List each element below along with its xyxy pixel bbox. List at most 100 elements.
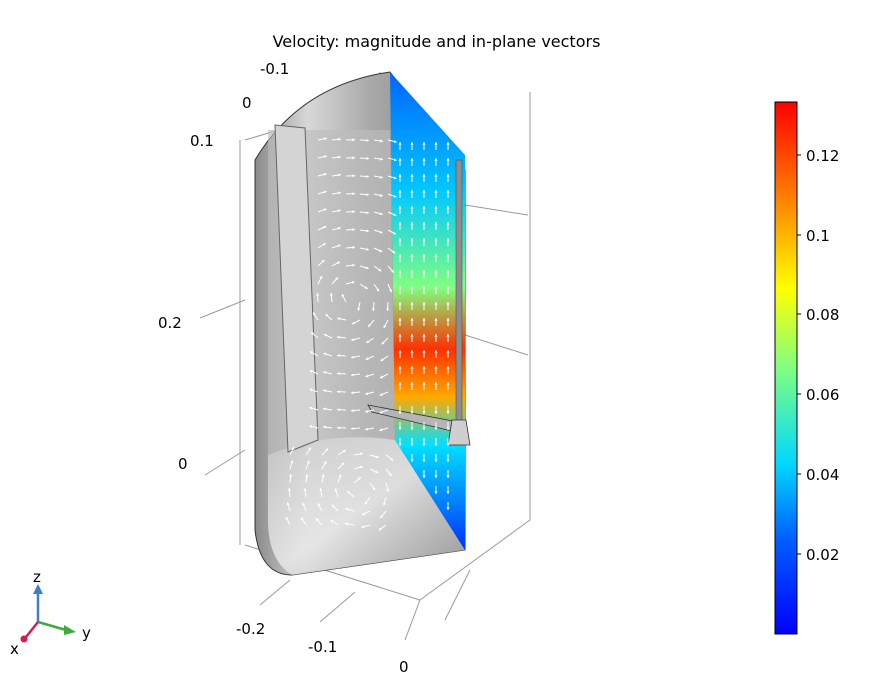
velocity-vector-head — [446, 190, 450, 193]
velocity-vector-head — [379, 212, 383, 216]
tick-top-y-2: 0 — [242, 94, 252, 112]
velocity-vector-head — [365, 427, 368, 431]
velocity-vector-head — [309, 406, 313, 410]
velocity-vector-head — [325, 313, 329, 317]
velocity-vector-head — [365, 266, 369, 270]
velocity-vector-head — [422, 382, 426, 385]
velocity-vector-head — [334, 488, 338, 492]
velocity-vector-head — [360, 452, 363, 456]
velocity-vector-head — [323, 172, 327, 176]
velocity-vector-head — [352, 245, 355, 250]
velocity-vector-head — [365, 409, 369, 413]
baffle — [274, 124, 319, 453]
velocity-vector-head — [410, 302, 414, 305]
velocity-vector-head — [446, 318, 450, 321]
velocity-vector-head — [422, 158, 426, 161]
velocity-vector-head — [398, 190, 402, 193]
velocity-vector-head — [410, 286, 414, 289]
velocity-vector-head — [285, 516, 289, 520]
velocity-vector-head — [375, 455, 379, 459]
velocity-vector-head — [398, 270, 402, 273]
velocity-vector-head — [410, 318, 414, 321]
velocity-vector-head — [446, 206, 450, 209]
velocity-vector-head — [392, 250, 396, 254]
velocity-vector-head — [434, 190, 438, 193]
velocity-vector-head — [410, 158, 414, 161]
velocity-vector-head — [446, 491, 450, 494]
velocity-vector-head — [309, 424, 313, 428]
velocity-vector-head — [434, 491, 438, 494]
colorbar-tick-label: 0.06 — [806, 386, 839, 404]
velocity-vector-head — [351, 355, 354, 359]
velocity-vector-head — [379, 193, 383, 197]
velocity-vector-head — [337, 390, 340, 394]
velocity-vector-head — [393, 139, 397, 143]
velocity-vector-head — [311, 332, 315, 336]
velocity-vector-head — [341, 462, 345, 466]
velocity-vector-head — [352, 138, 355, 142]
velocity-vector-head — [380, 175, 383, 179]
velocity-vector-head — [410, 366, 414, 369]
velocity-vector-head — [393, 158, 397, 162]
velocity-vector-head — [351, 391, 354, 395]
velocity-vector-head — [422, 475, 426, 478]
velocity-vector-head — [422, 302, 426, 305]
velocity-vector-head — [398, 142, 402, 145]
velocity-vector-head — [410, 459, 414, 462]
velocity-vector-head — [398, 174, 402, 177]
velocity-vector-head — [303, 488, 307, 491]
velocity-vector-head — [323, 190, 327, 194]
velocity-vector-head — [325, 448, 329, 452]
velocity-vector-head — [398, 222, 402, 225]
velocity-vector-head — [351, 338, 355, 342]
velocity-vector-head — [375, 470, 379, 474]
velocity-vector-head — [410, 382, 414, 385]
velocity-vector-head — [321, 474, 325, 477]
velocity-vector-head — [301, 517, 304, 521]
velocity-vector-head — [323, 407, 326, 411]
colorbar-tick-label: 0.1 — [806, 227, 830, 245]
velocity-vector-head — [313, 312, 316, 316]
velocity-vector-head — [398, 286, 402, 289]
velocity-vector-head — [316, 293, 320, 296]
velocity-vector-head — [446, 238, 450, 241]
velocity-vector-head — [357, 308, 361, 311]
velocity-vector-head — [352, 174, 355, 178]
velocity-vector-head — [287, 488, 291, 491]
velocity-vector-head — [422, 142, 426, 145]
velocity-vector-head — [351, 280, 355, 284]
velocity-vector-head — [323, 461, 327, 465]
velocity-vector-head — [337, 226, 341, 230]
velocity-vector-head — [434, 334, 438, 337]
velocity-vector-head — [398, 254, 402, 257]
velocity-vector-head — [446, 222, 450, 225]
velocity-vector-head — [345, 522, 348, 526]
velocity-vector-head — [310, 351, 314, 355]
velocity-vector-head — [309, 370, 313, 373]
velocity-vector-head — [398, 158, 402, 161]
velocity-vector-head — [366, 156, 369, 160]
velocity-vector-head — [393, 176, 397, 180]
velocity-vector-head — [352, 156, 355, 160]
velocity-vector-head — [410, 142, 414, 145]
velocity-vector-head — [398, 238, 402, 241]
velocity-vector-head — [305, 474, 309, 477]
velocity-vector-head — [366, 174, 369, 179]
velocity-vector-head — [422, 411, 426, 414]
colorbar-tick-label: 0.04 — [806, 466, 839, 484]
impeller-shaft — [455, 159, 463, 431]
velocity-vector-head — [289, 474, 293, 477]
velocity-vector-head — [337, 353, 340, 358]
velocity-vector-head — [364, 501, 368, 505]
velocity-vector-head — [422, 459, 426, 462]
velocity-vector-head — [361, 512, 365, 516]
velocity-vector-head — [352, 228, 355, 232]
velocity-vector-head — [379, 375, 383, 379]
velocity-vector-head — [323, 333, 327, 337]
velocity-vector-head — [386, 308, 390, 311]
tick-bottom-x-2: -0.1 — [308, 638, 337, 656]
velocity-vector-head — [319, 488, 323, 491]
velocity-vector-head — [388, 473, 392, 477]
velocity-vector-head — [319, 275, 323, 279]
